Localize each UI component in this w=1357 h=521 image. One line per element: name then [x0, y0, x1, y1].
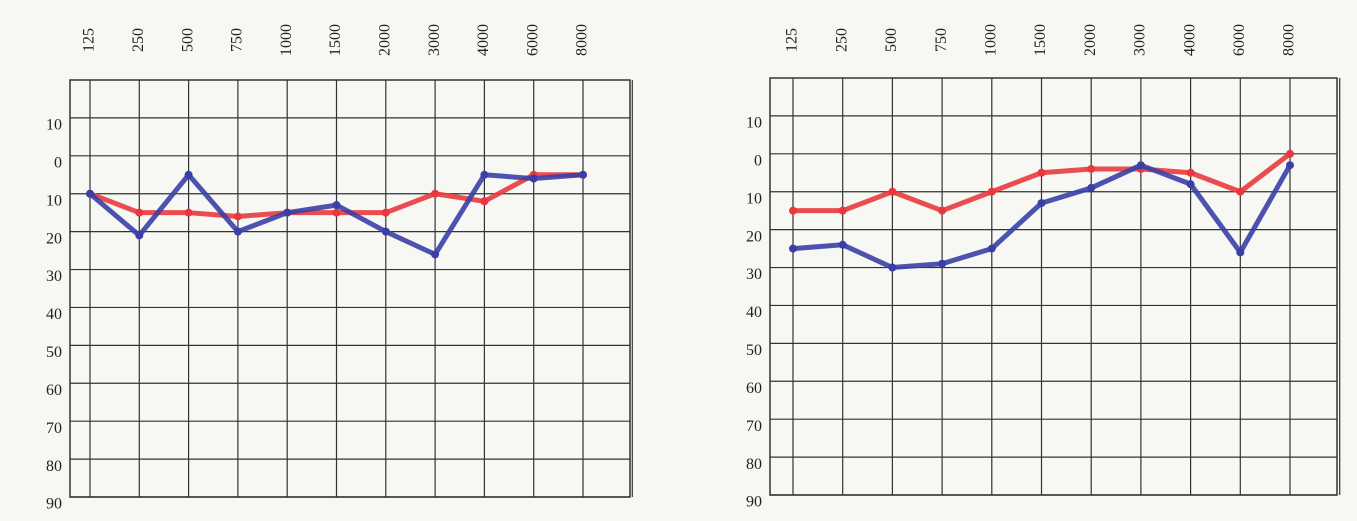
chart-frame: [769, 77, 1338, 496]
hearing-point: [838, 206, 847, 215]
hearing-point: [332, 201, 341, 210]
y-tick-label: 10: [46, 117, 62, 134]
x-tick-label: 8000: [1281, 24, 1298, 56]
hearing-point: [381, 227, 390, 236]
x-tick-label: 125: [784, 28, 801, 52]
x-tick-label: 4000: [1181, 24, 1198, 56]
hearing-point: [381, 208, 390, 217]
x-tick-label: 6000: [524, 24, 541, 56]
x-tick-label: 1500: [1032, 24, 1049, 56]
x-tick-label: 750: [229, 28, 246, 52]
hearing-point: [529, 174, 538, 183]
hearing-point: [184, 170, 193, 179]
y-tick-label: 50: [746, 342, 762, 359]
y-tick-label: 60: [746, 380, 762, 397]
y-tick-label: 0: [54, 154, 62, 171]
hearing-point: [789, 206, 797, 215]
x-tick-label: 2000: [376, 24, 393, 56]
hearing-point: [233, 212, 242, 221]
hearing-point: [86, 189, 94, 198]
hearing-point: [1286, 161, 1294, 170]
y-tick-label: 10: [746, 190, 762, 207]
hearing-point: [938, 259, 947, 268]
x-tick-label: 125: [81, 28, 98, 52]
x-tick-label: 500: [883, 28, 900, 52]
x-tick-label: 1500: [327, 24, 344, 56]
hearing-point: [1236, 187, 1245, 196]
y-tick-label: 80: [46, 458, 62, 475]
hearing-point: [480, 170, 489, 179]
hearing-point: [135, 208, 144, 217]
y-tick-label: 30: [746, 266, 762, 283]
x-tick-label: 3000: [1132, 24, 1149, 56]
x-tick-label: 250: [130, 28, 147, 52]
x-tick-label: 500: [179, 28, 196, 52]
hearing-point: [888, 187, 897, 196]
x-tick-label: 8000: [574, 24, 591, 56]
hearing-point: [332, 208, 341, 217]
y-tick-label: 0: [754, 152, 762, 169]
x-tick-label: 2000: [1082, 24, 1099, 56]
hearing-point: [1236, 248, 1245, 257]
y-tick-label: 20: [746, 228, 762, 245]
x-tick-label: 6000: [1231, 24, 1248, 56]
y-tick-label: 10: [746, 115, 762, 132]
hearing-point: [184, 208, 193, 217]
y-tick-label: 10: [46, 192, 62, 209]
y-tick-label: 30: [46, 268, 62, 285]
hearing-point: [1286, 149, 1294, 158]
y-tick-label: 60: [46, 382, 62, 399]
x-tick-label: 1000: [982, 24, 999, 56]
y-tick-label: 40: [746, 304, 762, 321]
hearing-point: [431, 250, 440, 259]
hearing-point: [789, 244, 797, 253]
hearing-point: [987, 244, 996, 253]
hearing-point: [1136, 161, 1145, 170]
y-tick-label: 90: [746, 494, 762, 511]
hearing-point: [233, 227, 242, 236]
y-tick-label: 50: [46, 344, 62, 361]
hearing-point: [1186, 168, 1195, 177]
x-tick-label: 750: [933, 28, 950, 52]
hearing-point: [579, 170, 587, 179]
hearing-point: [283, 208, 292, 217]
hearing-point: [135, 231, 144, 240]
hearing-point: [987, 187, 996, 196]
hearing-point: [888, 263, 897, 272]
chart-frame: [69, 79, 631, 498]
hearing-point: [1037, 199, 1046, 208]
hearing-point: [431, 189, 440, 198]
y-tick-label: 70: [46, 420, 62, 437]
y-tick-label: 20: [46, 230, 62, 247]
y-tick-label: 70: [746, 418, 762, 435]
hearing-point: [1087, 183, 1096, 192]
x-tick-label: 1000: [278, 24, 295, 56]
hearing-point: [838, 240, 847, 249]
x-tick-label: 3000: [426, 24, 443, 56]
hearing-point: [1186, 180, 1195, 189]
hearing-point: [1037, 168, 1046, 177]
x-tick-label: 4000: [475, 24, 492, 56]
y-tick-label: 80: [746, 456, 762, 473]
hearing-point: [480, 197, 489, 206]
hearing-point: [1087, 164, 1096, 173]
hearing-point: [938, 206, 947, 215]
y-tick-label: 90: [46, 496, 62, 513]
x-tick-label: 250: [833, 28, 850, 52]
y-tick-label: 40: [46, 306, 62, 323]
